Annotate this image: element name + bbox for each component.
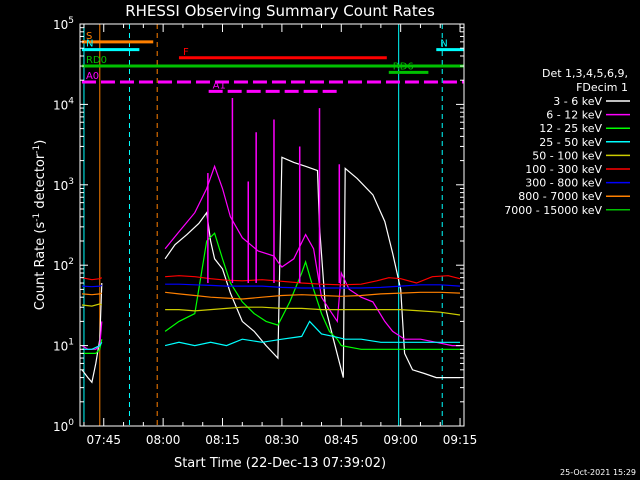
chart-title: RHESSI Observing Summary Count Rates	[125, 2, 435, 20]
series-line	[165, 275, 461, 286]
y-axis-label: Count Rate (s-1 detector-1)	[32, 140, 48, 311]
y-tick-label: 101	[53, 338, 74, 354]
x-tick-label: 09:15	[443, 433, 478, 447]
y-tick-label: 102	[53, 257, 74, 273]
series-line	[164, 320, 460, 347]
legend-item-label: 800 - 7000 keV	[518, 190, 602, 203]
series-line	[82, 341, 103, 350]
series-line	[165, 283, 461, 289]
legend-item-label: 12 - 25 keV	[539, 122, 602, 135]
series-line	[164, 156, 460, 379]
series-line	[164, 164, 460, 347]
x-tick-label: 08:15	[205, 433, 240, 447]
series-line	[81, 282, 103, 384]
x-tick-label: 08:45	[324, 433, 359, 447]
y-axis-label-mid: detector	[33, 153, 48, 213]
legend-item-label: 50 - 100 keV	[532, 149, 602, 162]
x-tick-label: 08:30	[265, 433, 300, 447]
legend-header-fdecim: FDecim 1	[576, 81, 628, 94]
plot-frame	[79, 23, 465, 427]
series-line	[164, 232, 460, 350]
legend-item-label: 300 - 800 keV	[525, 177, 602, 190]
series-line	[82, 339, 103, 354]
y-tick-label: 104	[53, 96, 74, 112]
legend-item-label: 7000 - 15000 keV	[504, 204, 602, 217]
series-line	[81, 321, 103, 350]
timestamp: 25-Oct-2021 15:29	[560, 468, 636, 477]
flag-label: S	[86, 31, 92, 42]
flag-label: RD6	[393, 61, 414, 72]
y-axis-label-sup1: -1	[32, 213, 42, 222]
flag-label: A0	[86, 71, 99, 82]
flag-label: RD0	[86, 55, 107, 66]
y-tick-label: 103	[53, 177, 74, 193]
legend-item-label: 25 - 50 keV	[539, 136, 602, 149]
legend-item-label: 100 - 300 keV	[525, 163, 602, 176]
flag-label: F	[183, 47, 189, 58]
flag-label: N	[440, 39, 447, 50]
series-line	[81, 277, 103, 281]
x-tick-label: 08:00	[146, 433, 181, 447]
series-line	[165, 291, 461, 300]
legend-item-label: 6 - 12 keV	[546, 109, 602, 122]
legend-header-detectors: Det 1,3,4,5,6,9,	[542, 67, 628, 80]
series-line	[81, 292, 103, 296]
x-axis-label: Start Time (22-Dec-13 07:39:02)	[174, 456, 386, 471]
y-axis-label-main: Count Rate (s	[33, 222, 48, 311]
flag-label: N	[86, 39, 93, 50]
flag-label: A1	[213, 80, 226, 91]
series-line	[165, 306, 461, 316]
series-line	[81, 284, 102, 288]
x-tick-label: 09:00	[383, 433, 418, 447]
series-line	[81, 303, 103, 307]
legend-item-label: 3 - 6 keV	[553, 95, 602, 108]
y-axis-label-sup2: -1	[32, 145, 42, 154]
y-tick-label: 100	[53, 418, 74, 434]
y-axis-label-end: )	[33, 140, 48, 145]
y-tick-label: 105	[53, 16, 74, 32]
x-tick-label: 07:45	[86, 433, 121, 447]
